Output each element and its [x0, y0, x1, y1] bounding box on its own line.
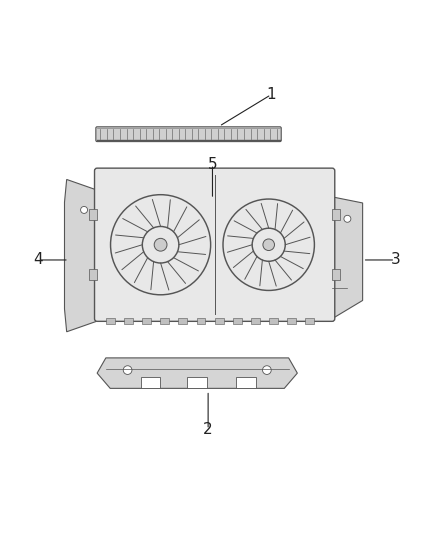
- Circle shape: [262, 366, 271, 375]
- Polygon shape: [328, 197, 363, 319]
- Bar: [332, 209, 340, 220]
- Bar: [102, 297, 110, 306]
- Bar: [102, 251, 110, 261]
- Text: 1: 1: [266, 87, 276, 102]
- Bar: [142, 318, 151, 324]
- FancyBboxPatch shape: [96, 127, 281, 142]
- Bar: [332, 269, 340, 279]
- FancyBboxPatch shape: [95, 168, 335, 321]
- Bar: [251, 318, 260, 324]
- Text: 3: 3: [390, 253, 400, 268]
- Bar: [269, 318, 278, 324]
- Bar: [102, 274, 110, 284]
- Bar: [233, 318, 242, 324]
- Bar: [106, 318, 115, 324]
- Polygon shape: [97, 358, 297, 389]
- Bar: [287, 318, 296, 324]
- Bar: [89, 209, 97, 220]
- Bar: [305, 318, 314, 324]
- Circle shape: [81, 206, 88, 213]
- Bar: [124, 318, 133, 324]
- Circle shape: [344, 215, 351, 222]
- Bar: [178, 318, 187, 324]
- Circle shape: [154, 238, 167, 251]
- Text: 5: 5: [208, 157, 217, 172]
- Bar: [89, 269, 97, 279]
- Text: 2: 2: [203, 422, 213, 437]
- Bar: [237, 377, 256, 389]
- Bar: [215, 318, 223, 324]
- Polygon shape: [64, 180, 102, 332]
- Bar: [160, 318, 169, 324]
- Bar: [141, 377, 160, 389]
- Bar: [197, 318, 205, 324]
- Bar: [187, 377, 207, 389]
- Circle shape: [123, 366, 132, 375]
- Circle shape: [263, 239, 275, 251]
- Text: 4: 4: [34, 253, 43, 268]
- Bar: [102, 229, 110, 238]
